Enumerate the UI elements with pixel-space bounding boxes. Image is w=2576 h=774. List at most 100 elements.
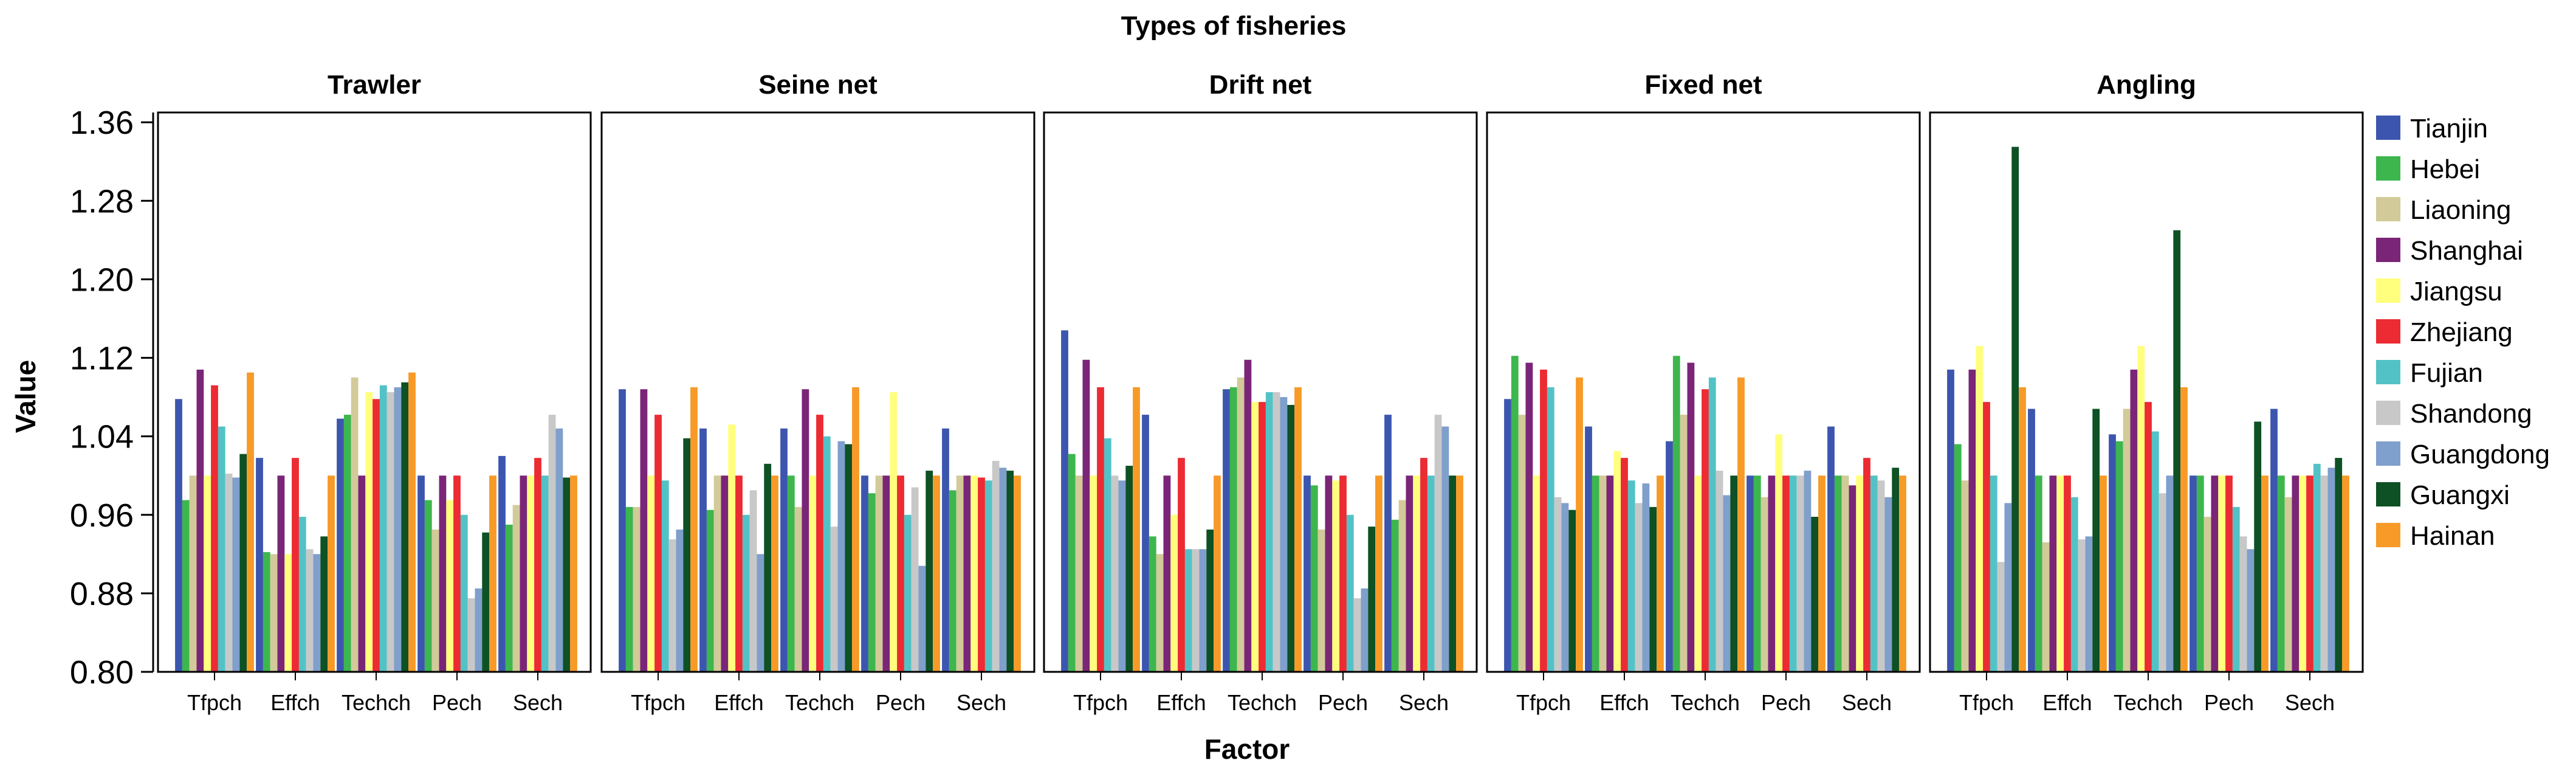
legend-swatch — [2376, 116, 2400, 140]
bar-effch-jiangsu — [284, 554, 292, 672]
bar-tfpch-guangxi — [1125, 466, 1133, 672]
y-tick-label: 1.12 — [70, 340, 134, 377]
x-tick-label: Pech — [2204, 690, 2254, 715]
panel-frame — [1043, 111, 1478, 673]
bar-sech-guangdong — [1884, 497, 1892, 672]
bar-sech-shanghai — [2292, 475, 2300, 672]
panel-frame — [600, 111, 1036, 673]
bar-effch-hainan — [1657, 475, 1664, 672]
x-tick-label: Tfpch — [1516, 690, 1571, 715]
bar-tfpch-jiangsu — [647, 475, 655, 672]
bar-tfpch-shandong — [668, 539, 676, 672]
bar-tfpch-hainan — [690, 387, 698, 672]
bar-effch-shanghai — [1163, 475, 1171, 672]
bar-techch-guangdong — [1723, 495, 1731, 672]
bar-effch-fujian — [742, 514, 750, 672]
legend-label: Hebei — [2410, 154, 2480, 184]
bar-tfpch-hebei — [625, 506, 633, 672]
bar-sech-guangxi — [1449, 475, 1457, 672]
bar-tfpch-hebei — [1068, 454, 1076, 672]
bar-effch-liaoning — [1156, 554, 1164, 672]
bar-effch-guangdong — [2085, 536, 2093, 672]
bar-tfpch-fujian — [1547, 387, 1554, 672]
legend-label: Zhejiang — [2410, 317, 2513, 347]
bar-techch-hainan — [2180, 387, 2188, 672]
bar-techch-hainan — [408, 372, 416, 672]
bar-pech-guangxi — [482, 532, 490, 672]
bar-techch-jiangsu — [1251, 402, 1259, 672]
bar-sech-guangdong — [999, 468, 1007, 672]
panel-frame — [1486, 111, 1921, 673]
bar-sech-shanghai — [963, 475, 971, 672]
bar-effch-hebei — [1592, 475, 1599, 672]
legend-swatch — [2376, 401, 2400, 425]
bar-techch-zhejiang — [816, 415, 823, 672]
bar-sech-zhejiang — [1863, 458, 1870, 672]
bar-techch-zhejiang — [373, 399, 380, 672]
bar-techch-tianjin — [780, 428, 788, 672]
bar-techch-shandong — [830, 527, 838, 672]
bar-tfpch-hainan — [247, 372, 254, 672]
bar-techch-liaoning — [794, 506, 802, 672]
bar-pech-hebei — [2196, 475, 2204, 672]
bar-effch-shandong — [1192, 549, 1200, 672]
bar-effch-jiangsu — [1170, 514, 1178, 672]
bar-tfpch-liaoning — [1075, 475, 1083, 672]
bar-effch-fujian — [298, 516, 306, 672]
bar-techch-zhejiang — [1259, 402, 1266, 672]
bar-techch-jiangsu — [365, 392, 373, 672]
bar-tfpch-zhejiang — [1097, 387, 1104, 672]
bar-effch-tianjin — [2028, 409, 2035, 672]
bar-pech-hainan — [1818, 475, 1826, 672]
bar-sech-fujian — [541, 475, 549, 672]
bar-effch-zhejiang — [1621, 458, 1628, 672]
bar-effch-fujian — [1184, 549, 1192, 672]
x-tick-label: Pech — [876, 690, 926, 715]
bar-pech-hainan — [1375, 475, 1382, 672]
bar-tfpch-zhejiang — [211, 385, 218, 672]
bar-sech-tianjin — [1384, 415, 1392, 672]
legend-swatch — [2376, 523, 2400, 547]
bar-effch-hebei — [263, 552, 270, 672]
bar-effch-zhejiang — [292, 458, 299, 672]
bar-tfpch-fujian — [661, 480, 669, 672]
x-tick-label: Tfpch — [631, 690, 685, 715]
bar-tfpch-tianjin — [1504, 399, 1511, 672]
legend-item-shanghai: Shanghai — [2376, 236, 2523, 266]
bar-effch-tianjin — [699, 428, 707, 672]
bar-tfpch-guangdong — [676, 529, 684, 672]
bar-tfpch-guangxi — [683, 438, 691, 672]
bar-pech-guangxi — [1811, 516, 1819, 672]
bar-effch-shanghai — [277, 475, 285, 672]
bar-sech-zhejiang — [534, 458, 541, 672]
bar-pech-liaoning — [1760, 497, 1768, 672]
bar-sech-liaoning — [1841, 475, 1849, 672]
bar-pech-jiangsu — [446, 500, 454, 672]
x-tick-label: Tfpch — [1073, 690, 1128, 715]
bar-effch-shandong — [306, 549, 314, 672]
bar-techch-shanghai — [802, 389, 809, 672]
legend-label: Guangdong — [2410, 440, 2550, 469]
bar-pech-shandong — [1353, 598, 1361, 672]
bar-pech-shanghai — [439, 475, 447, 672]
bar-pech-guangxi — [926, 471, 933, 672]
bar-techch-liaoning — [351, 377, 359, 672]
bar-effch-fujian — [2070, 497, 2078, 672]
bar-effch-guangdong — [313, 554, 321, 672]
bar-tfpch-tianjin — [175, 399, 182, 672]
bar-pech-tianjin — [861, 475, 868, 672]
legend-label: Jiangsu — [2410, 277, 2502, 306]
legend-swatch — [2376, 238, 2400, 262]
bar-tfpch-zhejiang — [654, 415, 662, 672]
bar-sech-guangdong — [555, 428, 563, 672]
bar-tfpch-zhejiang — [1983, 402, 1990, 672]
bar-pech-shandong — [467, 598, 475, 672]
panel-drift-net: Drift net Tfpch Effch Techch Pech Sech — [1043, 70, 1478, 715]
bar-techch-shandong — [2159, 493, 2166, 672]
bar-tfpch-liaoning — [1961, 480, 1969, 672]
bar-effch-zhejiang — [2064, 475, 2071, 672]
x-tick-label: Techch — [785, 690, 854, 715]
bar-techch-jiangsu — [2137, 346, 2145, 672]
bar-tfpch-shanghai — [640, 389, 648, 672]
